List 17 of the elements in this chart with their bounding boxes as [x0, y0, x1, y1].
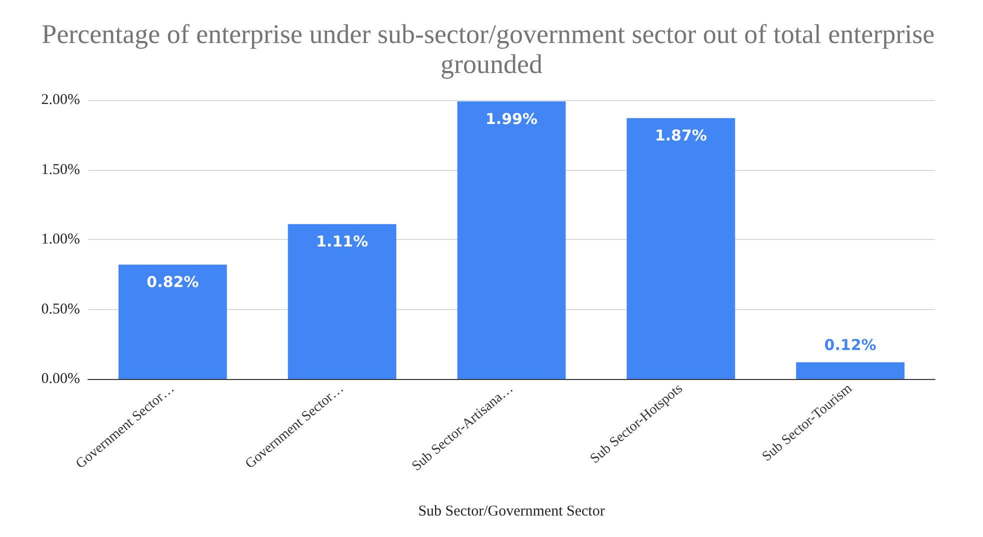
- bar: [288, 224, 396, 379]
- bar: [118, 264, 227, 379]
- data-label: 1.99%: [485, 110, 538, 128]
- data-label: 1.11%: [316, 232, 368, 251]
- data-label: 1.87%: [654, 126, 707, 145]
- bar: [626, 118, 736, 379]
- y-tick-label: 0.00%: [41, 371, 80, 387]
- y-tick-label: 2.00%: [41, 92, 80, 108]
- y-tick-label: 0.50%: [41, 301, 80, 318]
- x-axis-title: Sub Sector/Government Sector: [418, 504, 605, 520]
- data-label: 0.82%: [146, 273, 199, 292]
- y-tick-label: 1.50%: [41, 162, 80, 178]
- y-tick-label: 1.00%: [41, 232, 80, 248]
- bar: [796, 362, 905, 379]
- data-label: 0.12%: [824, 336, 876, 354]
- bar: [457, 101, 566, 379]
- chart-title: Percentage of enterprise under sub-sector/government sector out of total enterprise grounded: [42, 19, 942, 79]
